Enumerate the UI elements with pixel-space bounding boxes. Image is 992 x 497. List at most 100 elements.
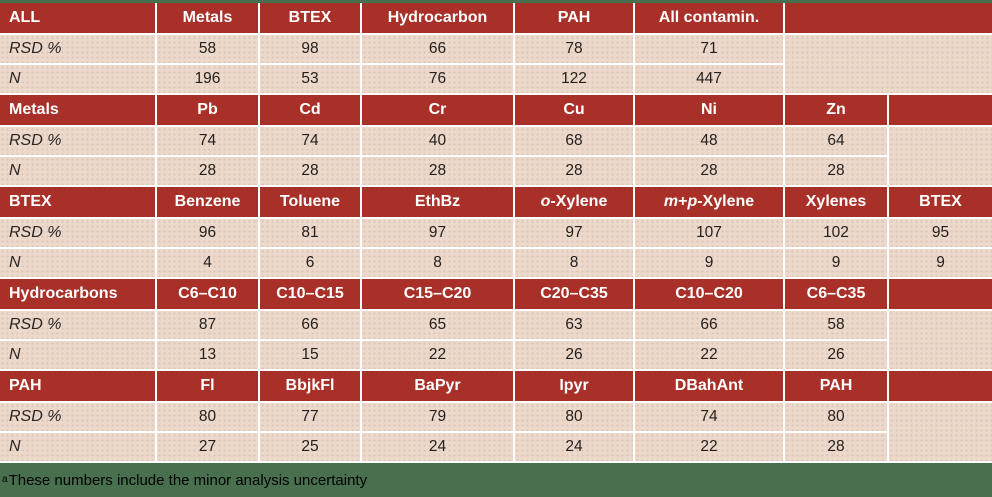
row-label-rsd: RSD % — [0, 311, 155, 339]
n-value: 28 — [362, 157, 513, 185]
column-header-text: EthBz — [414, 193, 461, 210]
n-value: 196 — [157, 65, 258, 93]
column-header-text: C20–C35 — [540, 285, 608, 302]
column-header: BbjkFl — [260, 371, 360, 401]
footnote-text: These numbers include the minor analysis… — [8, 471, 368, 489]
n-value: 122 — [515, 65, 633, 93]
rsd-value: 87 — [157, 311, 258, 339]
column-header-text: DBahAnt — [674, 377, 744, 394]
table-section-btex: BTEX Benzene Toluene EthBz o -Xylene m + p -Xylen… — [0, 187, 992, 277]
rsd-value: 107 — [635, 219, 783, 247]
row-label-rsd: RSD % — [0, 127, 155, 155]
empty-merged-cell — [889, 311, 992, 369]
column-header: C20–C35 — [515, 279, 633, 309]
column-header-text: Cd — [299, 101, 321, 118]
column-header: C15–C20 — [362, 279, 513, 309]
n-value: 28 — [260, 157, 360, 185]
row-label-rsd: RSD % — [0, 219, 155, 247]
section-label: PAH — [0, 371, 155, 401]
n-value: 9 — [785, 249, 887, 277]
section-label: ALL — [0, 3, 155, 33]
rsd-value: 80 — [785, 403, 887, 431]
empty-header-cell — [785, 3, 992, 33]
rsd-value: 65 — [362, 311, 513, 339]
rsd-value: 80 — [157, 403, 258, 431]
n-value: 13 — [157, 341, 258, 369]
column-header: Zn — [785, 95, 887, 125]
column-header: m + p -Xylene — [635, 187, 783, 217]
column-header: Ipyr — [515, 371, 633, 401]
n-value: 25 — [260, 433, 360, 461]
column-header: EthBz — [362, 187, 513, 217]
rsd-value: 80 — [515, 403, 633, 431]
rsd-value: 102 — [785, 219, 887, 247]
n-value: 22 — [635, 433, 783, 461]
column-header-text: PAH — [819, 377, 853, 394]
column-header-text: Hydrocarbon — [387, 9, 488, 26]
column-header: Metals — [157, 3, 258, 33]
rsd-value: 81 — [260, 219, 360, 247]
empty-merged-cell — [785, 35, 992, 93]
column-header: Fl — [157, 371, 258, 401]
n-value: 447 — [635, 65, 783, 93]
rsd-value: 97 — [515, 219, 633, 247]
column-header-text: BbjkFl — [285, 377, 335, 394]
table-section-hydrocarbons: Hydrocarbons C6–C10 C10–C15 C15–C20 C20–C35 C… — [0, 279, 992, 369]
column-header-text: BaPyr — [414, 377, 461, 394]
rsd-value: 96 — [157, 219, 258, 247]
rsd-value: 95 — [889, 219, 992, 247]
rsd-value: 78 — [515, 35, 633, 63]
column-header: Pb — [157, 95, 258, 125]
rsd-value: 58 — [785, 311, 887, 339]
column-header-text: PAH — [557, 9, 591, 26]
rsd-value: 74 — [260, 127, 360, 155]
n-value: 28 — [157, 157, 258, 185]
rsd-value: 74 — [635, 403, 783, 431]
column-header: o -Xylene — [515, 187, 633, 217]
n-value: 76 — [362, 65, 513, 93]
n-value: 8 — [362, 249, 513, 277]
column-header: BTEX — [260, 3, 360, 33]
column-header: Benzene — [157, 187, 258, 217]
n-value: 4 — [157, 249, 258, 277]
n-value: 24 — [362, 433, 513, 461]
column-header-text: C6–C35 — [806, 285, 866, 302]
column-header-text: Cu — [563, 101, 585, 118]
rsd-value: 40 — [362, 127, 513, 155]
column-header: Toluene — [260, 187, 360, 217]
rsd-value: 98 — [260, 35, 360, 63]
section-label: BTEX — [0, 187, 155, 217]
n-value: 24 — [515, 433, 633, 461]
rsd-value: 68 — [515, 127, 633, 155]
empty-merged-cell — [889, 127, 992, 185]
n-value: 9 — [635, 249, 783, 277]
row-label-n: N — [0, 341, 155, 369]
column-header-text: m — [663, 193, 679, 210]
column-header-text: Fl — [200, 377, 215, 394]
rsd-value: 79 — [362, 403, 513, 431]
column-header: PAH — [515, 3, 633, 33]
column-header-text: p — [687, 193, 698, 210]
column-header-text: Ipyr — [559, 377, 589, 394]
n-value: 28 — [785, 157, 887, 185]
column-header: Cr — [362, 95, 513, 125]
column-header-text: Metals — [182, 9, 233, 26]
empty-header-cell — [889, 371, 992, 401]
n-value: 53 — [260, 65, 360, 93]
column-header-text: Toluene — [279, 193, 341, 210]
column-header: BaPyr — [362, 371, 513, 401]
rsd-value: 66 — [635, 311, 783, 339]
n-value: 9 — [889, 249, 992, 277]
column-header: DBahAnt — [635, 371, 783, 401]
row-label-rsd: RSD % — [0, 35, 155, 63]
column-header-text: C15–C20 — [403, 285, 472, 302]
column-header-text: C6–C10 — [178, 285, 237, 302]
rsd-value: 58 — [157, 35, 258, 63]
row-label-n: N — [0, 157, 155, 185]
row-label-n: N — [0, 65, 155, 93]
rsd-value: 66 — [260, 311, 360, 339]
n-value: 15 — [260, 341, 360, 369]
rsd-value: 66 — [362, 35, 513, 63]
rsd-value: 48 — [635, 127, 783, 155]
